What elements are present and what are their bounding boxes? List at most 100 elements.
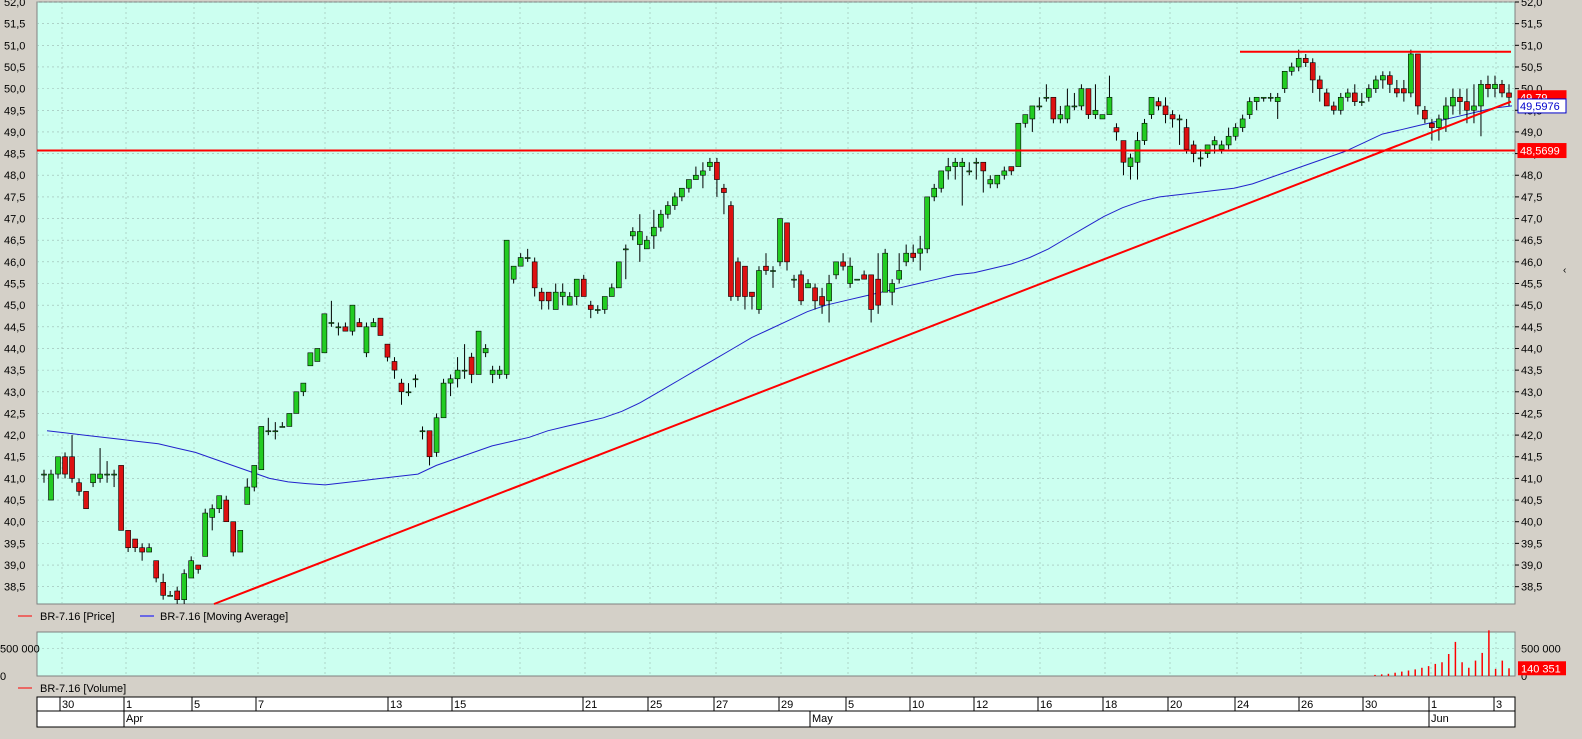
candle-body bbox=[566, 296, 573, 306]
day-label: 25 bbox=[650, 699, 662, 711]
y-tick-label-right: 43,0 bbox=[1521, 387, 1542, 399]
candle-body bbox=[223, 499, 230, 523]
candle-body bbox=[279, 426, 286, 428]
candle-body bbox=[847, 265, 853, 284]
candle bbox=[97, 448, 103, 483]
y-tick-label-right: 47,5 bbox=[1521, 192, 1542, 204]
month-label: May bbox=[812, 713, 833, 725]
candle-body bbox=[1330, 105, 1337, 111]
candle bbox=[1106, 75, 1113, 115]
candle bbox=[1316, 75, 1323, 102]
y-tick-label-left: 52,0 bbox=[4, 0, 25, 9]
candle bbox=[658, 209, 664, 232]
candle-body bbox=[1422, 109, 1428, 120]
candle-body bbox=[1190, 144, 1197, 154]
candle bbox=[580, 274, 587, 297]
candle bbox=[966, 162, 973, 176]
candle-body bbox=[1281, 70, 1288, 89]
candle-body bbox=[1260, 96, 1267, 99]
candle bbox=[980, 161, 987, 193]
candle bbox=[798, 270, 804, 306]
candle-body bbox=[637, 231, 643, 245]
candle-body bbox=[391, 361, 398, 371]
candle bbox=[167, 591, 173, 597]
candle-body bbox=[1057, 114, 1064, 120]
candle-body bbox=[531, 261, 538, 289]
candle bbox=[405, 383, 412, 397]
candle bbox=[111, 469, 117, 488]
candle-body bbox=[405, 391, 412, 394]
candle bbox=[1302, 53, 1309, 67]
day-label: 30 bbox=[1365, 699, 1377, 711]
candle bbox=[447, 374, 454, 397]
candle-body bbox=[503, 239, 510, 375]
y-tick-label-left: 51,0 bbox=[4, 40, 25, 52]
candle-body bbox=[55, 456, 61, 475]
moving-average-layer bbox=[46, 105, 1513, 486]
day-label: 18 bbox=[1105, 699, 1117, 711]
candle bbox=[1092, 84, 1099, 119]
candle-body bbox=[1071, 105, 1078, 108]
candle bbox=[1330, 101, 1337, 115]
candle-body bbox=[538, 291, 545, 302]
price-label-box bbox=[1517, 98, 1567, 114]
candle bbox=[48, 469, 54, 501]
candle bbox=[973, 157, 980, 180]
candle-body bbox=[994, 174, 1001, 185]
candle bbox=[756, 266, 762, 314]
candle-body bbox=[1295, 58, 1302, 68]
y-tick-label-left: 44,5 bbox=[4, 322, 25, 334]
candle-body bbox=[728, 205, 734, 297]
candle bbox=[482, 344, 489, 358]
y-tick-label-right: 43,5 bbox=[1521, 365, 1542, 377]
day-label: 20 bbox=[1170, 699, 1182, 711]
axis-expand-icon[interactable]: ‹ bbox=[1563, 265, 1566, 276]
candle bbox=[202, 508, 209, 557]
candle bbox=[391, 357, 398, 379]
candle bbox=[812, 283, 818, 310]
candle-body bbox=[349, 304, 356, 332]
candle-body bbox=[1036, 105, 1043, 108]
candle bbox=[265, 417, 272, 436]
y-tick-label-left: 43,0 bbox=[4, 387, 25, 399]
candle bbox=[1022, 114, 1029, 128]
y-tick-label-right: 39,0 bbox=[1521, 560, 1542, 572]
candle-body bbox=[202, 512, 209, 557]
candle bbox=[1169, 110, 1176, 128]
candle bbox=[223, 495, 230, 523]
candle-body bbox=[489, 369, 496, 375]
candle bbox=[160, 573, 166, 600]
candle-body bbox=[1366, 88, 1372, 98]
candle-body bbox=[805, 283, 811, 289]
candle-body bbox=[1387, 75, 1393, 85]
day-label: 16 bbox=[1040, 699, 1052, 711]
y-tick-label-right: 47,0 bbox=[1521, 214, 1542, 226]
candle-body bbox=[293, 391, 300, 414]
candle-body bbox=[1316, 79, 1323, 89]
candle bbox=[139, 543, 145, 561]
candle bbox=[1141, 118, 1148, 145]
candle-body bbox=[307, 352, 314, 367]
candle-body bbox=[510, 265, 517, 280]
candle-body bbox=[1499, 83, 1505, 94]
y-tick-label-left: 50,0 bbox=[4, 84, 25, 96]
candle bbox=[1344, 88, 1351, 102]
candle bbox=[538, 287, 545, 310]
candle bbox=[62, 452, 68, 479]
candle bbox=[840, 253, 846, 271]
candle-body bbox=[1506, 92, 1512, 98]
candle bbox=[230, 521, 237, 557]
candle bbox=[1387, 71, 1393, 93]
candle bbox=[679, 187, 685, 202]
candle-body bbox=[1415, 53, 1421, 107]
candle-body bbox=[552, 291, 559, 310]
vol-last-label-text: 140 351 bbox=[1521, 663, 1561, 675]
day-label: 5 bbox=[194, 699, 200, 711]
legend-moving-average: BR-7.16 [Moving Average] bbox=[140, 611, 288, 623]
y-tick-label-left: 39,5 bbox=[4, 538, 25, 550]
candle-body bbox=[1232, 127, 1239, 137]
candle bbox=[559, 283, 566, 306]
month-label: Apr bbox=[126, 713, 143, 725]
y-tick-label-right: 45,0 bbox=[1521, 300, 1542, 312]
